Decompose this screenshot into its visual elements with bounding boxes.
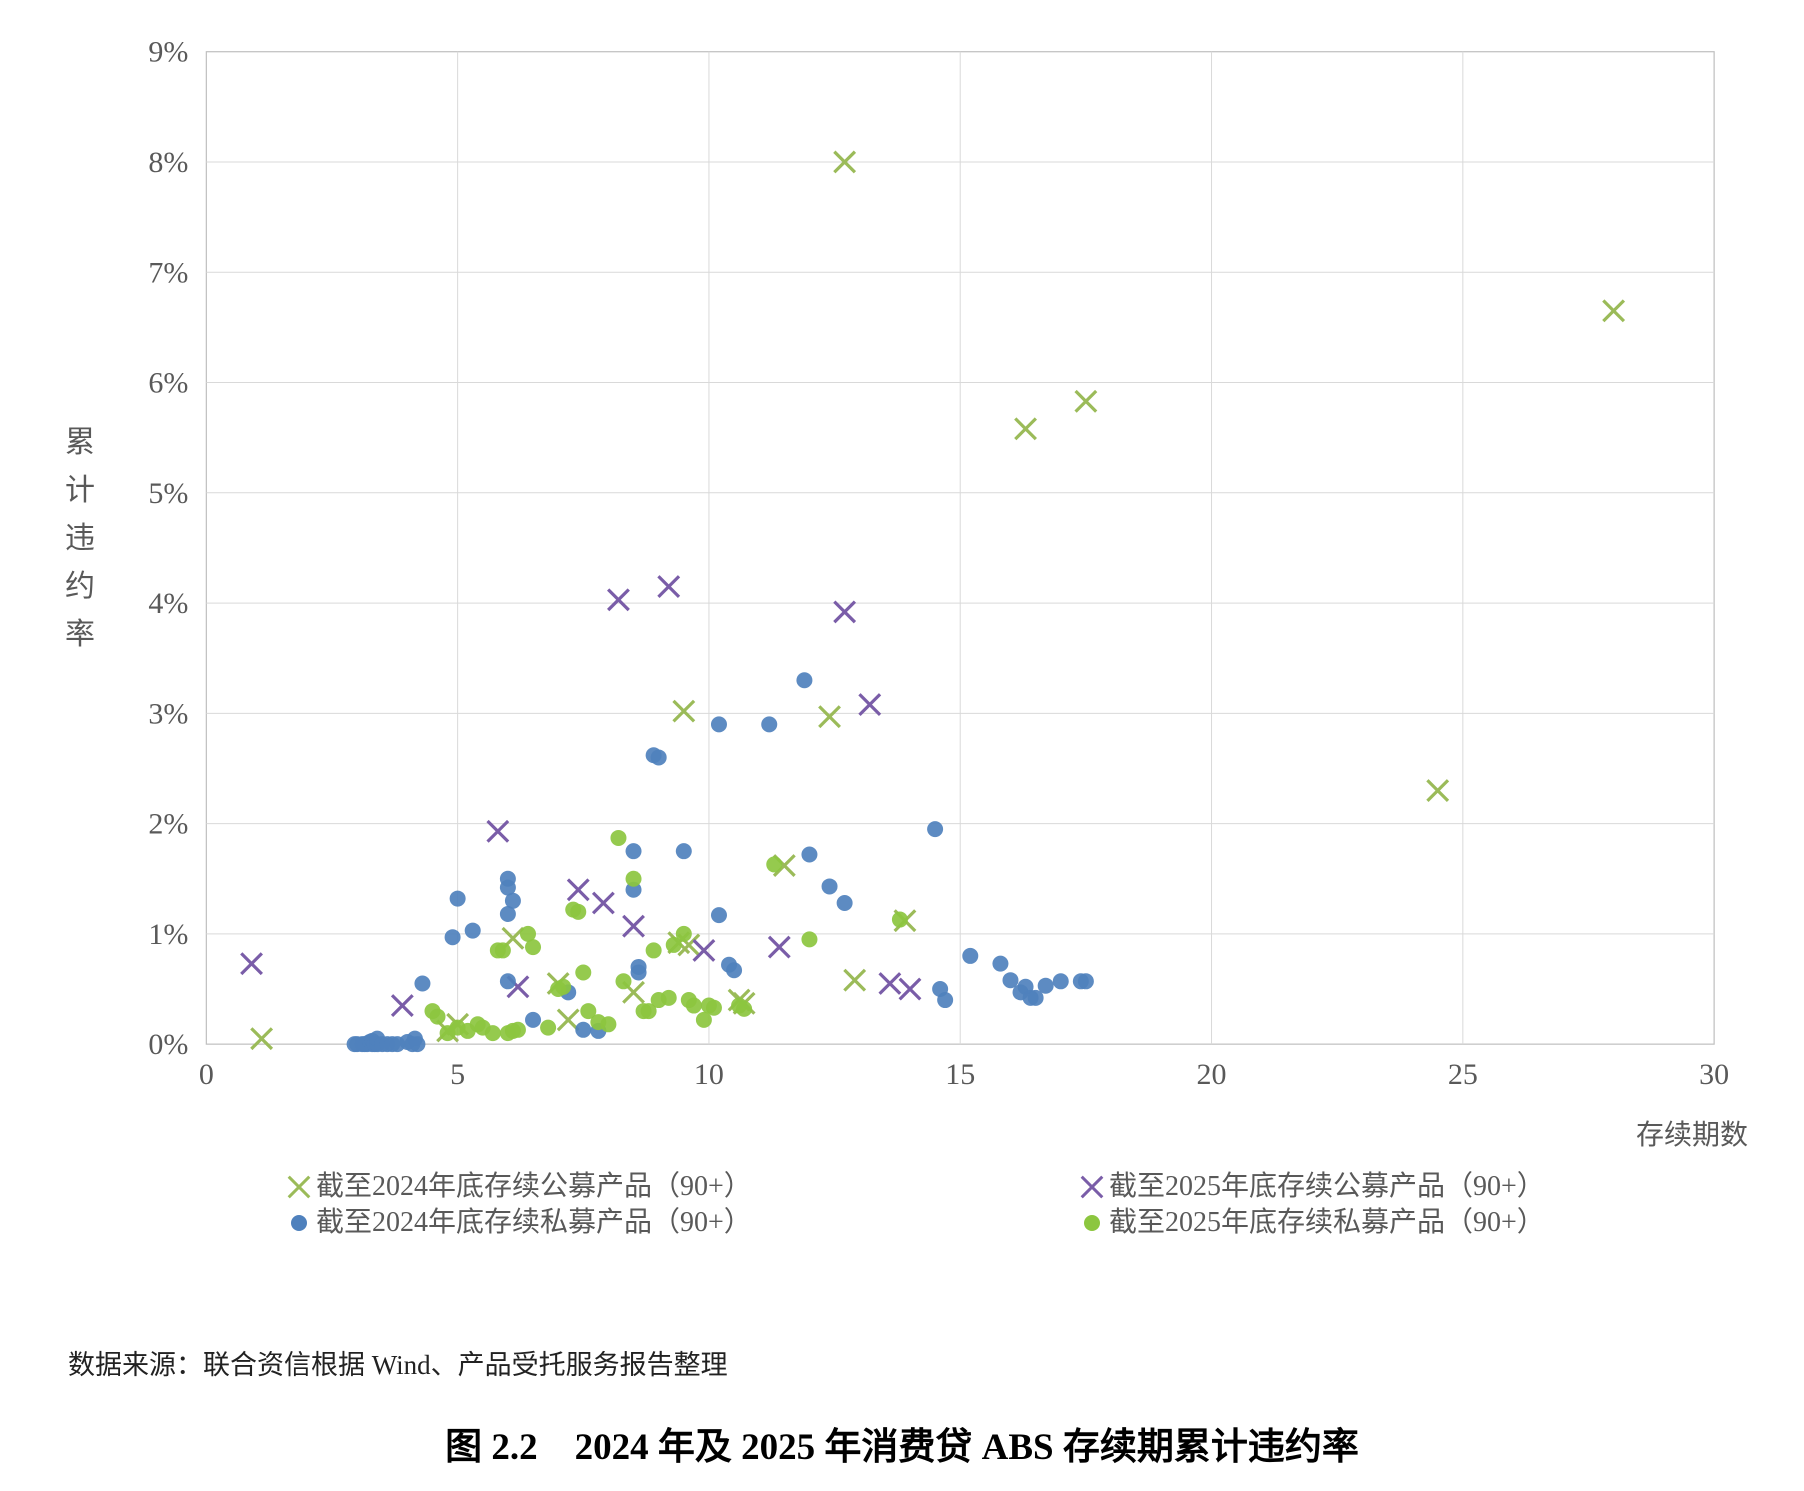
svg-text:6%: 6%	[148, 367, 188, 400]
svg-text:1%: 1%	[148, 918, 188, 951]
svg-text:率: 率	[65, 618, 95, 651]
svg-text:15: 15	[945, 1058, 975, 1091]
svg-text:截至2024年底存续公募产品（90+）: 截至2024年底存续公募产品（90+）	[316, 1170, 752, 1202]
svg-text:5%: 5%	[148, 477, 188, 510]
svg-text:0%: 0%	[148, 1028, 188, 1061]
svg-text:8%: 8%	[148, 146, 188, 179]
svg-text:3%: 3%	[148, 697, 188, 730]
svg-text:4%: 4%	[148, 587, 188, 620]
svg-text:2%: 2%	[148, 808, 188, 841]
svg-text:10: 10	[694, 1058, 724, 1091]
svg-text:9%: 9%	[148, 36, 188, 69]
svg-text:累: 累	[65, 426, 95, 459]
svg-text:约: 约	[65, 570, 95, 603]
svg-text:截至2025年底存续公募产品（90+）: 截至2025年底存续公募产品（90+）	[1109, 1170, 1545, 1202]
svg-text:存续期数: 存续期数	[1636, 1119, 1748, 1151]
svg-text:20: 20	[1197, 1058, 1227, 1091]
svg-text:7%: 7%	[148, 256, 188, 289]
svg-text:截至2024年底存续私募产品（90+）: 截至2024年底存续私募产品（90+）	[316, 1206, 752, 1238]
svg-text:5: 5	[450, 1058, 465, 1091]
svg-text:25: 25	[1448, 1058, 1478, 1091]
svg-text:计: 计	[65, 474, 95, 507]
svg-text:截至2025年底存续私募产品（90+）: 截至2025年底存续私募产品（90+）	[1109, 1206, 1545, 1238]
svg-text:0: 0	[199, 1058, 214, 1091]
svg-text:30: 30	[1699, 1058, 1729, 1091]
svg-text:违: 违	[65, 522, 95, 555]
